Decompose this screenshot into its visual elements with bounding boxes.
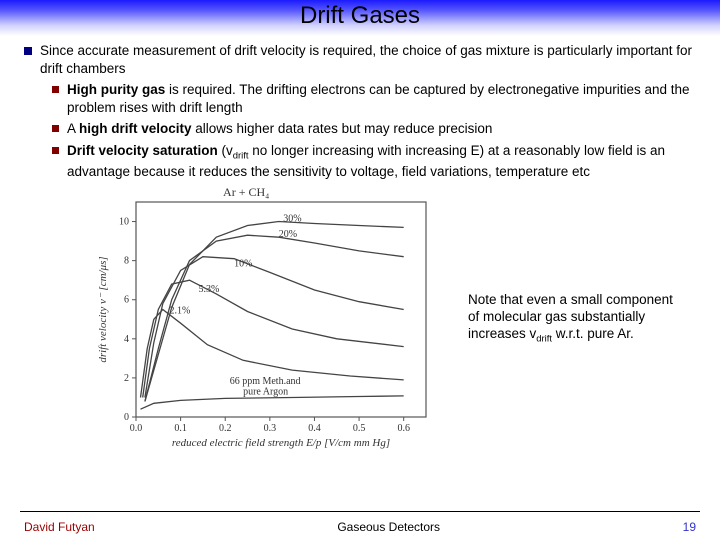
sub-bullet-text: A high drift velocity allows higher data… [67, 120, 492, 138]
svg-text:pure Argon: pure Argon [243, 387, 288, 398]
square-bullet-icon [52, 147, 59, 154]
svg-text:8: 8 [124, 256, 129, 267]
svg-text:0.3: 0.3 [264, 423, 277, 434]
svg-text:0.5: 0.5 [353, 423, 366, 434]
bullet-level1: Since accurate measurement of drift velo… [24, 42, 696, 77]
svg-text:0.2: 0.2 [219, 423, 232, 434]
sub-bullet-text: Drift velocity saturation (vdrift no lon… [67, 142, 696, 181]
slide-title: Drift Gases [0, 2, 720, 30]
intro-text: Since accurate measurement of drift velo… [40, 42, 696, 77]
svg-text:drift velocity v⁻ [cm/μs]: drift velocity v⁻ [cm/μs] [97, 257, 109, 363]
svg-text:0.4: 0.4 [308, 423, 321, 434]
svg-text:0.6: 0.6 [397, 423, 410, 434]
svg-text:10: 10 [119, 217, 129, 228]
svg-text:reduced electric field strengt: reduced electric field strength E/p [V/c… [172, 437, 390, 449]
side-note: Note that even a small component of mole… [468, 292, 678, 345]
svg-text:5.3%: 5.3% [198, 284, 219, 295]
footer-rule [20, 511, 700, 512]
title-bar: Drift Gases [0, 0, 720, 36]
square-bullet-icon [52, 125, 59, 132]
drift-velocity-chart: 0.0 0.1 0.2 0.3 0.4 0.5 0.6 0 2 4 6 8 10 reduced elec… [94, 184, 434, 449]
svg-text:10%: 10% [234, 259, 252, 270]
chart-area: 0.0 0.1 0.2 0.3 0.4 0.5 0.6 0 2 4 6 8 10 reduced elec… [24, 184, 696, 454]
footer-page: 19 [683, 520, 696, 534]
footer: David Futyan Gaseous Detectors 19 [0, 520, 720, 534]
svg-text:0: 0 [124, 412, 129, 423]
footer-center: Gaseous Detectors [337, 520, 440, 534]
svg-text:20%: 20% [279, 229, 297, 240]
svg-text:66 ppm Meth.and: 66 ppm Meth.and [230, 376, 301, 387]
sub-bullet-3: Drift velocity saturation (vdrift no lon… [52, 142, 696, 181]
footer-author: David Futyan [24, 520, 95, 534]
svg-text:30%: 30% [283, 214, 301, 225]
square-bullet-icon [52, 86, 59, 93]
sub-bullets: High purity gas is required. The driftin… [24, 81, 696, 180]
sub-bullet-1: High purity gas is required. The driftin… [52, 81, 696, 116]
svg-text:2.1%: 2.1% [169, 306, 190, 317]
svg-text:6: 6 [124, 295, 129, 306]
svg-text:0.0: 0.0 [130, 423, 143, 434]
square-bullet-icon [24, 47, 32, 55]
svg-text:0.1: 0.1 [174, 423, 187, 434]
svg-text:2: 2 [124, 373, 129, 384]
svg-text:Ar + CH₄: Ar + CH₄ [223, 185, 269, 199]
svg-text:4: 4 [124, 334, 129, 345]
sub-bullet-2: A high drift velocity allows higher data… [52, 120, 696, 138]
content-area: Since accurate measurement of drift velo… [0, 36, 720, 454]
sub-bullet-text: High purity gas is required. The driftin… [67, 81, 696, 116]
